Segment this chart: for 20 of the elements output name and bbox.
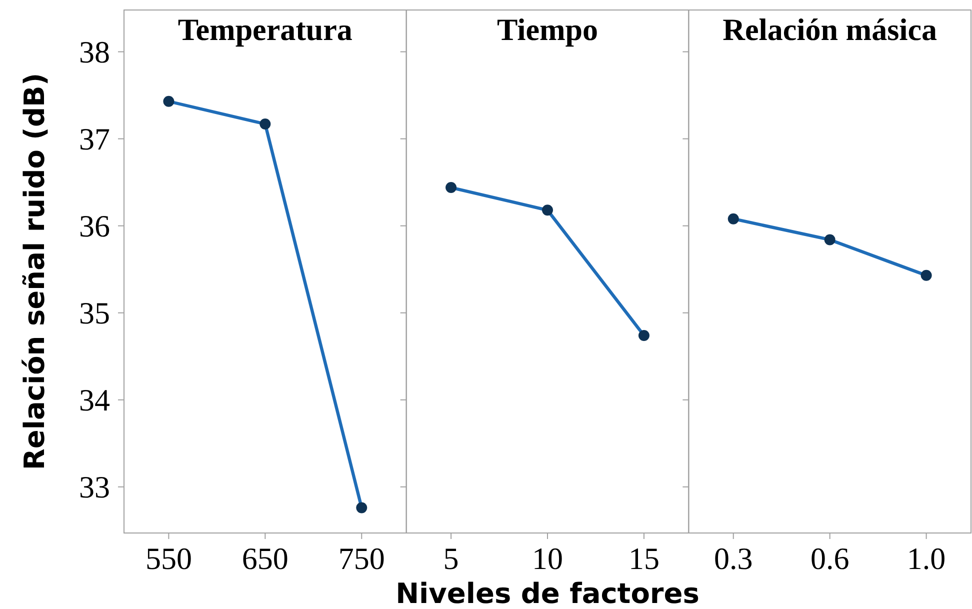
chart-title: Temperatura xyxy=(178,12,353,47)
y-tick-label: 36 xyxy=(79,208,110,244)
x-tick-label: 550 xyxy=(145,541,192,576)
y-tick-label: 35 xyxy=(79,296,110,331)
x-tick-label: 0.6 xyxy=(810,541,850,576)
chart-title: Tiempo xyxy=(496,12,598,47)
x-tick-label: 15 xyxy=(628,541,660,576)
x-tick-label: 1.0 xyxy=(906,541,946,576)
y-tick-label: 38 xyxy=(79,34,110,70)
x-tick-label: 10 xyxy=(532,541,563,576)
y-tick-label: 37 xyxy=(79,122,110,157)
x-tick-label: 0.3 xyxy=(714,541,753,576)
y-tick-label: 34 xyxy=(79,382,110,418)
chart-title: Relación másica xyxy=(722,12,938,47)
x-axis-title: Niveles de factores xyxy=(396,577,700,609)
y-axis-title: Relación señal ruido (dB) xyxy=(18,72,51,470)
x-tick-label: 650 xyxy=(242,541,288,576)
y-tick-label: 33 xyxy=(79,470,110,505)
x-tick-label: 5 xyxy=(443,541,459,576)
x-tick-label: 750 xyxy=(338,541,385,576)
